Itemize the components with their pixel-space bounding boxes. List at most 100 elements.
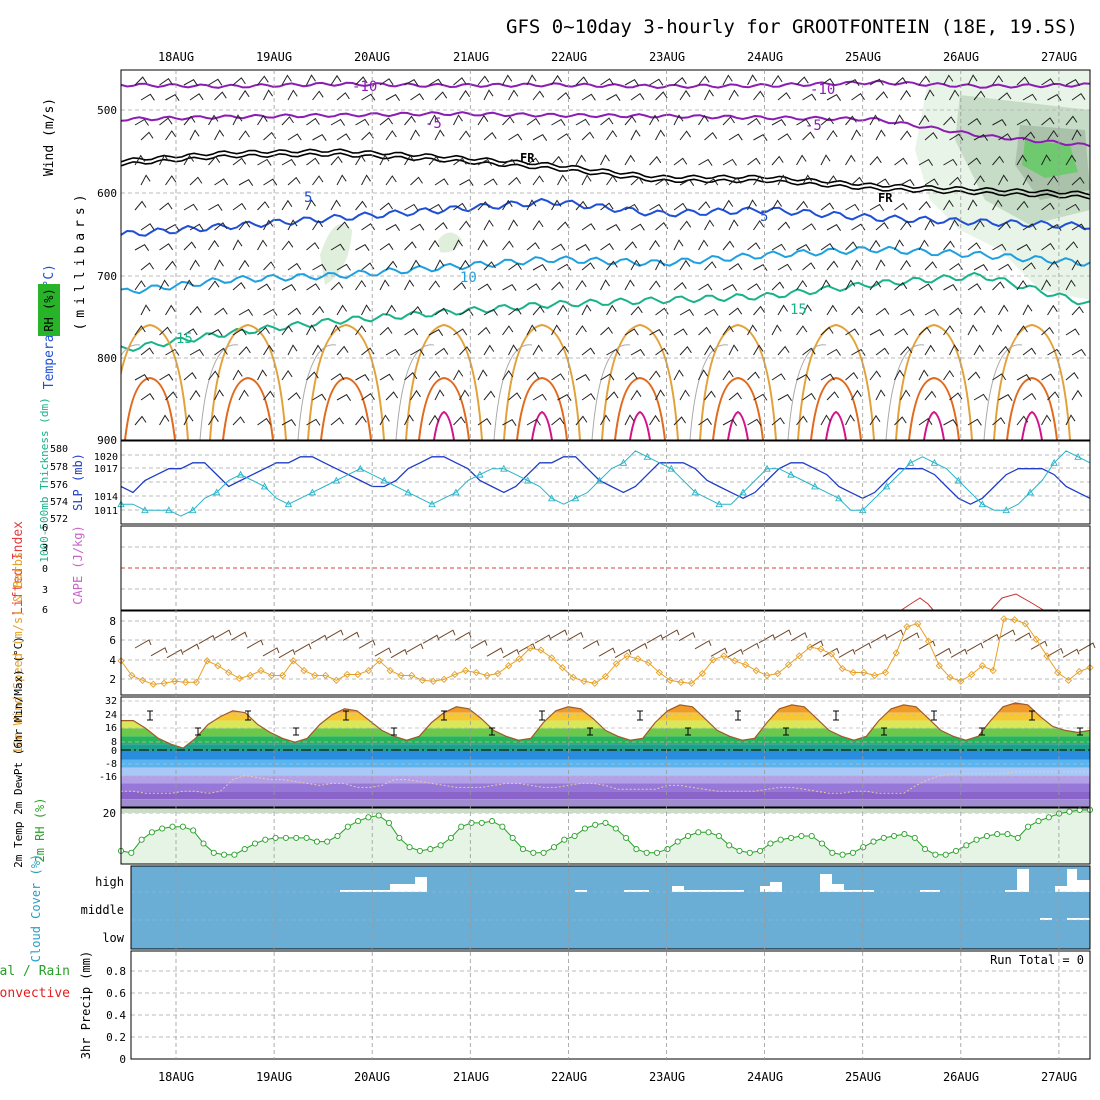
wind-speed-point: [752, 666, 760, 675]
wind-barb: [355, 118, 370, 126]
wind-barb: [581, 93, 596, 101]
contour-label-freezing: FR: [520, 151, 535, 165]
ylabel-slp: SLP (mb): [71, 453, 85, 511]
rh-point: [179, 823, 186, 830]
wind-barb: [777, 133, 792, 141]
wind-barb: [771, 281, 785, 291]
wind-barb: [232, 157, 247, 166]
wind-barb: [845, 328, 860, 336]
wind-barb: [1022, 93, 1037, 101]
wind-barb: [183, 372, 197, 381]
wind-barb: [1041, 117, 1055, 126]
wind-barb: [477, 326, 491, 336]
wind-barb: [312, 344, 323, 356]
ylabel-temp2m: 2m Temp 2m DewPt (6hr Min/Max) (°C): [12, 636, 25, 868]
wind-barb-10m: [518, 643, 536, 653]
wind-barb: [361, 174, 372, 186]
wind-barb-10m: [758, 634, 776, 644]
wind-barb: [704, 219, 715, 231]
wind-barb: [379, 279, 390, 291]
wind-speed-point: [171, 677, 179, 685]
run-total-annotation: Run Total = 0: [990, 953, 1084, 967]
min-max-markers: [147, 710, 1083, 736]
wind-barb: [551, 324, 562, 336]
wind-barb: [851, 305, 864, 316]
contour-label-plus10: 10: [460, 270, 477, 286]
cloud-bar-high: [1077, 880, 1090, 892]
wind-barb: [967, 74, 978, 86]
rh-point: [1066, 808, 1073, 815]
thickness-tick: 572: [50, 514, 68, 525]
wind-barb: [673, 157, 688, 166]
wind-barb: [875, 389, 886, 401]
isotherm-warm-loop: [209, 323, 287, 440]
isotherm-magenta-loop: [1021, 410, 1043, 440]
temp-tick: 8: [111, 737, 117, 748]
wind-speed-point: [860, 668, 868, 677]
wind-barb: [404, 154, 415, 166]
wind-barb: [232, 114, 243, 126]
wind-speed-point: [418, 676, 427, 684]
thickness-point: [428, 500, 436, 508]
rh-point: [994, 831, 1001, 838]
wind-barb: [1047, 224, 1062, 231]
wind-barb: [140, 347, 155, 356]
wind-barb-10m: [790, 632, 808, 642]
thickness-tick: 580: [50, 444, 68, 455]
wind-barb: [973, 264, 989, 271]
wind-barb: [722, 240, 735, 251]
wind-barb: [404, 79, 419, 86]
wind-barb: [943, 116, 956, 126]
thickness-point: [260, 482, 269, 490]
wind-speed-point: [601, 672, 610, 681]
wind-barb: [998, 394, 1013, 401]
wind-barb: [992, 243, 1007, 251]
wind-barb: [600, 373, 615, 381]
wind-barb: [649, 370, 661, 381]
wind-barb: [208, 155, 221, 166]
isotherm-plus10: [121, 245, 1090, 295]
wind-barb: [869, 78, 884, 86]
isotherm-freezing-double: [121, 152, 1090, 200]
wind-barb: [526, 418, 541, 426]
max-marker: [1029, 710, 1035, 721]
wind-barb: [973, 90, 986, 101]
wind-barb-10m: [342, 631, 360, 641]
isotherm-freezing: [121, 148, 1090, 196]
wind-barb: [532, 220, 544, 231]
wind-barb: [557, 394, 572, 401]
wind-barb: [404, 115, 416, 126]
wind-barb: [894, 416, 907, 426]
wind-barb: [477, 369, 488, 381]
wind-barb-10m: [838, 648, 856, 658]
wind-barb: [918, 326, 932, 336]
wind-barb: [1097, 390, 1100, 400]
wind-barb: [728, 219, 739, 231]
wind-barb: [771, 373, 786, 381]
wind-barb: [753, 134, 768, 141]
thickness-point: [763, 464, 771, 472]
wind-barb: [355, 374, 370, 381]
wind-barb: [1071, 348, 1087, 356]
wind-barb: [263, 219, 274, 231]
wind-barb: [355, 244, 370, 251]
wind-barb: [459, 346, 472, 356]
wind-speed-point: [451, 670, 459, 679]
wind-barb-10m: [662, 629, 680, 639]
wind-barb: [281, 419, 297, 426]
wind-barb: [796, 325, 808, 336]
wind-barb: [747, 283, 762, 291]
wind-barb: [924, 89, 935, 101]
wind-barb: [1091, 281, 1100, 290]
wind-barb: [312, 219, 324, 231]
wind-barb: [820, 117, 834, 126]
wind-barb-10m: [422, 634, 440, 644]
wind-speed-point: [203, 657, 211, 665]
wind-barb: [728, 262, 743, 271]
rh-point: [406, 844, 413, 851]
wind-barb-10m: [982, 633, 1000, 643]
wind-speed-point: [461, 666, 470, 675]
cloud-background: [131, 866, 1090, 949]
wind-barb: [306, 199, 316, 211]
wind-barb-10m: [822, 647, 840, 657]
